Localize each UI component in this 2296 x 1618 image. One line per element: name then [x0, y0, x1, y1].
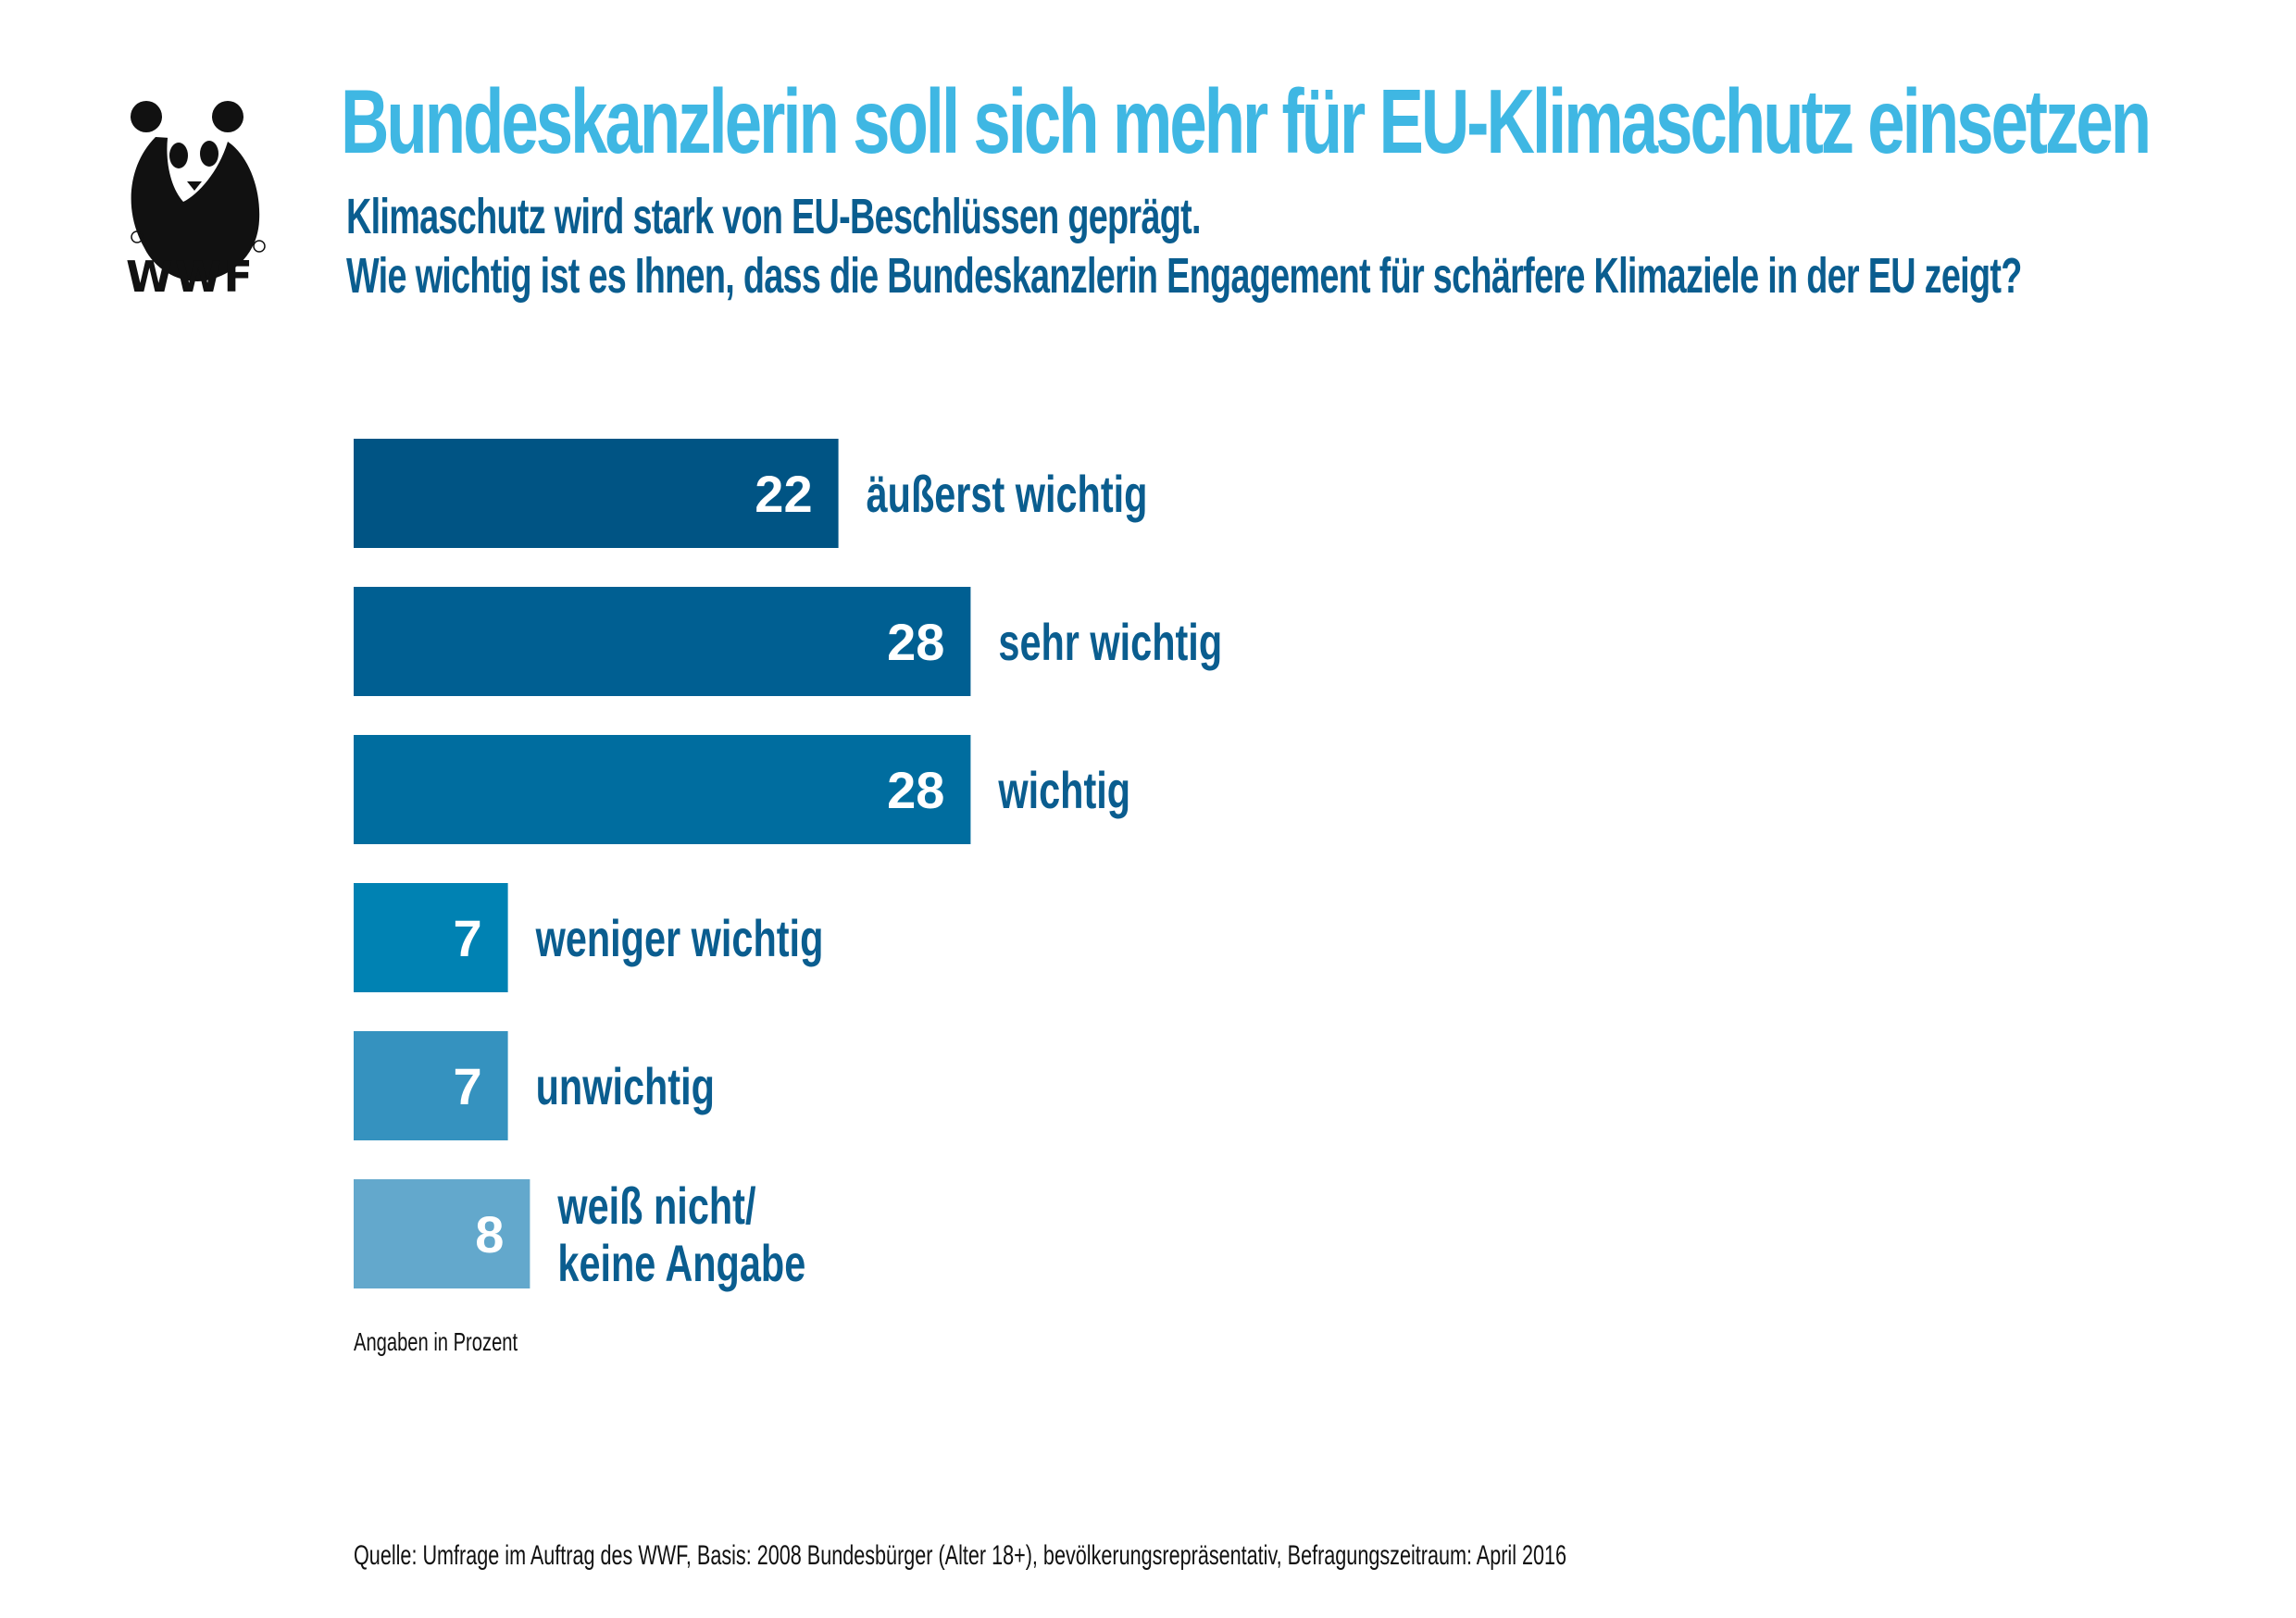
bar-category-label: weiß nicht/keine Angabe	[557, 1177, 806, 1293]
source-note: Quelle: Umfrage im Auftrag des WWF, Basi…	[354, 1540, 1567, 1571]
bar-value-label: 7	[453, 909, 481, 967]
bar-6	[354, 1179, 530, 1288]
bar-value-label: 28	[887, 761, 944, 819]
bar-value-label: 8	[475, 1205, 504, 1263]
unit-note: Angaben in Prozent	[354, 1327, 518, 1356]
bar-5	[354, 1031, 508, 1140]
bar-1	[354, 439, 839, 548]
wwf-panda-logo	[131, 101, 266, 281]
subtitle-line-2: Wie wichtig ist es Ihnen, dass die Bunde…	[346, 248, 2022, 304]
bar-2	[354, 587, 971, 696]
bar-value-label: 7	[453, 1057, 481, 1115]
bar-category-label: wichtig	[998, 762, 1131, 820]
bar-category-label: sehr wichtig	[998, 614, 1222, 672]
bar-4	[354, 883, 508, 992]
subtitle-line-1: Klimaschutz wird stark von EU-Beschlüsse…	[346, 189, 1202, 244]
bar-category-label: weniger wichtig	[535, 910, 824, 968]
bar-category-label: äußerst wichtig	[867, 466, 1148, 524]
bar-3	[354, 735, 971, 844]
bar-category-label: unwichtig	[536, 1058, 715, 1116]
bar-value-label: 28	[887, 613, 944, 671]
wwf-logo-text: WWF	[126, 252, 255, 302]
bar-value-label: 22	[755, 465, 812, 523]
chart-subtitle: Klimaschutz wird stark von EU-Beschlüsse…	[346, 187, 2022, 305]
